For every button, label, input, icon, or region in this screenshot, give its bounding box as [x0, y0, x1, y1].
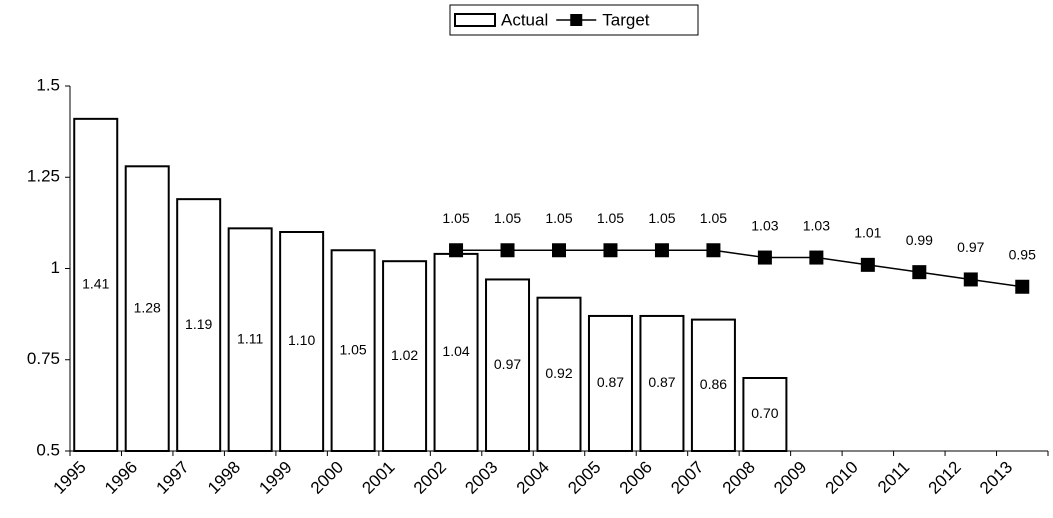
y-tick-label: 1.25 — [27, 167, 60, 186]
x-tick-label: 2002 — [410, 458, 450, 498]
x-tick-label: 2011 — [874, 458, 913, 497]
line-marker — [449, 243, 464, 258]
y-tick-label: 1.5 — [36, 75, 60, 94]
x-tick-label: 2006 — [616, 458, 656, 498]
line-marker — [552, 243, 566, 258]
legend-label: Target — [602, 10, 650, 29]
line-marker — [1015, 279, 1030, 294]
line-value-label: 1.03 — [751, 217, 778, 233]
legend-marker — [570, 14, 583, 26]
line-marker — [809, 250, 824, 265]
bar — [639, 314, 685, 453]
x-tick-label: 2003 — [461, 458, 501, 498]
bar-value-label: 0.87 — [597, 374, 624, 390]
y-tick-label: 1 — [51, 258, 60, 277]
x-tick-label: 1998 — [204, 458, 244, 498]
x-tick-label: 2013 — [976, 458, 1016, 498]
x-tick-label: 2001 — [358, 458, 398, 498]
line-value-label: 1.05 — [545, 210, 572, 226]
bar — [485, 278, 531, 453]
line-marker — [757, 250, 772, 265]
bar — [690, 318, 736, 452]
x-tick-label: 1995 — [50, 458, 90, 498]
bar-value-label: 0.97 — [494, 356, 521, 372]
x-tick-label: 2004 — [513, 458, 553, 498]
bar-value-label: 1.10 — [288, 332, 315, 348]
line-marker — [603, 243, 618, 258]
bar-value-label: 1.28 — [134, 299, 161, 315]
bar — [382, 260, 428, 453]
x-tick-label: 1999 — [255, 458, 295, 498]
line-value-label: 0.97 — [957, 239, 984, 255]
x-tick-label: 1997 — [153, 458, 193, 498]
line-value-label: 1.05 — [442, 210, 469, 226]
bar-value-label: 0.70 — [751, 405, 778, 421]
legend-label: Actual — [501, 10, 548, 29]
line-marker — [963, 272, 978, 287]
bar — [124, 165, 170, 453]
legend-swatch — [454, 13, 496, 27]
bar — [73, 117, 119, 452]
line-value-label: 1.01 — [854, 225, 881, 241]
line-value-label: 1.05 — [700, 210, 727, 226]
line-marker — [860, 257, 875, 272]
x-tick-label: 2010 — [822, 458, 862, 498]
bar-value-label: 0.87 — [648, 374, 675, 390]
line-marker — [500, 243, 515, 258]
bar-value-label: 1.05 — [339, 341, 366, 357]
bar-value-label: 1.04 — [442, 343, 469, 359]
bar-value-label: 1.02 — [391, 347, 418, 363]
bar-value-label: 1.11 — [237, 330, 263, 346]
line-marker — [654, 243, 669, 258]
bar — [433, 252, 479, 452]
line-value-label: 0.99 — [906, 232, 933, 248]
bar-value-label: 0.86 — [700, 376, 727, 392]
y-tick-label: 0.75 — [27, 349, 60, 368]
y-tick-label: 0.5 — [36, 440, 60, 459]
line-value-label: 1.05 — [597, 210, 624, 226]
bar-value-label: 1.41 — [82, 276, 109, 292]
line-value-label: 1.05 — [648, 210, 675, 226]
x-tick-label: 1996 — [101, 458, 141, 498]
bar-value-label: 1.19 — [185, 316, 212, 332]
bar — [279, 231, 325, 452]
x-tick-label: 2012 — [925, 458, 965, 498]
x-tick-label: 2005 — [564, 458, 604, 498]
x-tick-label: 2008 — [719, 458, 759, 498]
x-tick-label: 2007 — [667, 458, 707, 498]
line-marker — [912, 265, 927, 280]
bar — [536, 296, 582, 453]
bar — [227, 227, 273, 452]
x-tick-label: 2009 — [770, 458, 810, 498]
line-value-label: 1.03 — [803, 217, 830, 233]
line-marker — [706, 243, 721, 258]
line-value-label: 0.95 — [1009, 246, 1036, 262]
x-tick-label: 2000 — [307, 458, 347, 498]
bar — [742, 377, 788, 452]
bar — [330, 249, 376, 452]
bar — [176, 198, 222, 452]
bar — [587, 314, 633, 453]
bar-value-label: 0.92 — [545, 365, 572, 381]
line-value-label: 1.05 — [494, 210, 521, 226]
target-line — [456, 249, 1023, 288]
